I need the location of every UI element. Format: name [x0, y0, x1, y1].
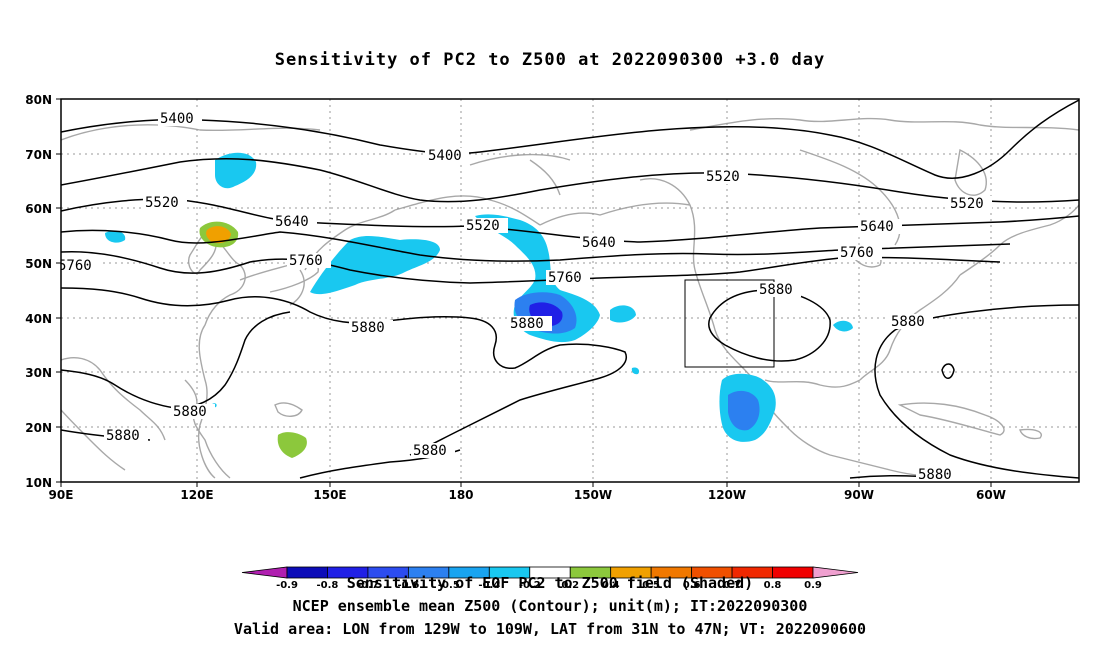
lat-label: 10N: [25, 476, 52, 490]
contour-label: 5760: [548, 270, 582, 286]
shade-blue-mexico: [728, 390, 760, 431]
colorbar-tick-label: 0.8: [764, 580, 782, 591]
colorbar-tick-label: -0.2: [519, 580, 541, 591]
colorbar-tick-label: 0.7: [723, 580, 741, 591]
contour-label: 5760: [840, 245, 874, 261]
contour-label: 5880: [891, 314, 925, 330]
contour-5880-small-atl: [941, 363, 955, 379]
colorbar-tick-label: -0.8: [317, 580, 339, 591]
shade-cyan-siberia: [215, 152, 257, 189]
lon-label: 120E: [180, 488, 213, 502]
lat-label: 50N: [25, 257, 52, 271]
sensitivity-shading: [105, 152, 853, 458]
plot-frame: [60, 98, 1080, 483]
shade-cyan-pacific-band: [310, 235, 440, 295]
shade-green-philippine-sea: [277, 432, 307, 458]
shade-cyan-gulf: [833, 320, 853, 332]
shade-orange-okhotsk: [206, 226, 231, 244]
contour-label: 5760: [289, 253, 323, 269]
tick-marks: [56, 98, 992, 487]
footer-line-1: NCEP ensemble mean Z500 (Contour); unit(…: [292, 597, 808, 615]
contour-5760: [61, 250, 1001, 284]
contour-label: 5880: [106, 428, 140, 444]
contour-5880-atl: [874, 304, 1079, 479]
lon-label: 90E: [49, 488, 74, 502]
z500-contours: [61, 99, 1079, 479]
contour-label: 5640: [860, 219, 894, 235]
contour-label: 5520: [466, 218, 500, 234]
contour-5880-sw: [61, 311, 291, 409]
lon-label: 60W: [976, 488, 1006, 502]
contour-label: 5400: [428, 148, 462, 164]
contour-label: 5520: [706, 169, 740, 185]
contour-label: 5640: [275, 214, 309, 230]
colorbar-tick-label: 0.9: [804, 580, 822, 591]
contour-label: 5760: [58, 258, 92, 274]
colorbar-tick-label: -0.5: [438, 580, 460, 591]
contour-label: 5880: [759, 282, 793, 298]
contour-5880-main: [61, 287, 627, 456]
contour-label: 5880: [510, 316, 544, 332]
colorbar-tick-label: -0.4: [478, 580, 500, 591]
contour-label: 5880: [918, 467, 952, 483]
colorbar-title: Sensitivity of EOF PC2 to Z500 field (Sh…: [346, 574, 754, 592]
lat-label: 30N: [25, 366, 52, 380]
contour-label: 5880: [413, 443, 447, 459]
contour-label: 5880: [173, 404, 207, 420]
colorbar-tick-label: -0.7: [357, 580, 379, 591]
contour-label: 5520: [950, 196, 984, 212]
colorbar-right-arrow: [812, 566, 859, 579]
contour-label: 5640: [582, 235, 616, 251]
lat-label: 60N: [25, 202, 52, 216]
colorbar-tick-label: 0.2: [561, 580, 579, 591]
valid-area-box: [684, 279, 775, 368]
colorbar-tick-label: 0.4: [602, 580, 620, 591]
lat-label: 80N: [25, 93, 52, 107]
contour-5400: [61, 99, 1079, 179]
lon-label: 90W: [844, 488, 874, 502]
lon-label: 150E: [313, 488, 346, 502]
contour-5520: [61, 198, 1079, 243]
shade-cyan-small-2: [631, 367, 640, 375]
contour-label: 5880: [351, 320, 385, 336]
lon-label: 120W: [708, 488, 746, 502]
colorbar: -0.9 -0.8 -0.7 -0.6 -0.5 -0.4 -0.2 0.2 0.4 0.5 0.6…: [241, 566, 859, 591]
colorbar-tick-label: -0.9: [276, 580, 298, 591]
colorbar-tick-label: -0.6: [397, 580, 419, 591]
lon-label: 180: [448, 488, 473, 502]
shade-cyan-small-west: [105, 230, 126, 243]
contour-5400-b: [61, 157, 1079, 203]
footer-line-2: Valid area: LON from 129W to 109W, LAT f…: [233, 620, 867, 638]
colorbar-tick-label: 0.5: [642, 580, 660, 591]
lat-label: 70N: [25, 148, 52, 162]
shade-cyan-small-east: [610, 305, 636, 323]
lon-label: 150W: [574, 488, 612, 502]
contour-label: 5520: [145, 195, 179, 211]
figure-title: Sensitivity of PC2 to Z500 at 2022090300…: [274, 50, 826, 70]
lat-label: 40N: [25, 312, 52, 326]
contour-label: 5400: [160, 111, 194, 127]
colorbar-tick-label: 0.6: [683, 580, 701, 591]
grid-lines: [61, 99, 1079, 482]
lat-label: 20N: [25, 421, 52, 435]
